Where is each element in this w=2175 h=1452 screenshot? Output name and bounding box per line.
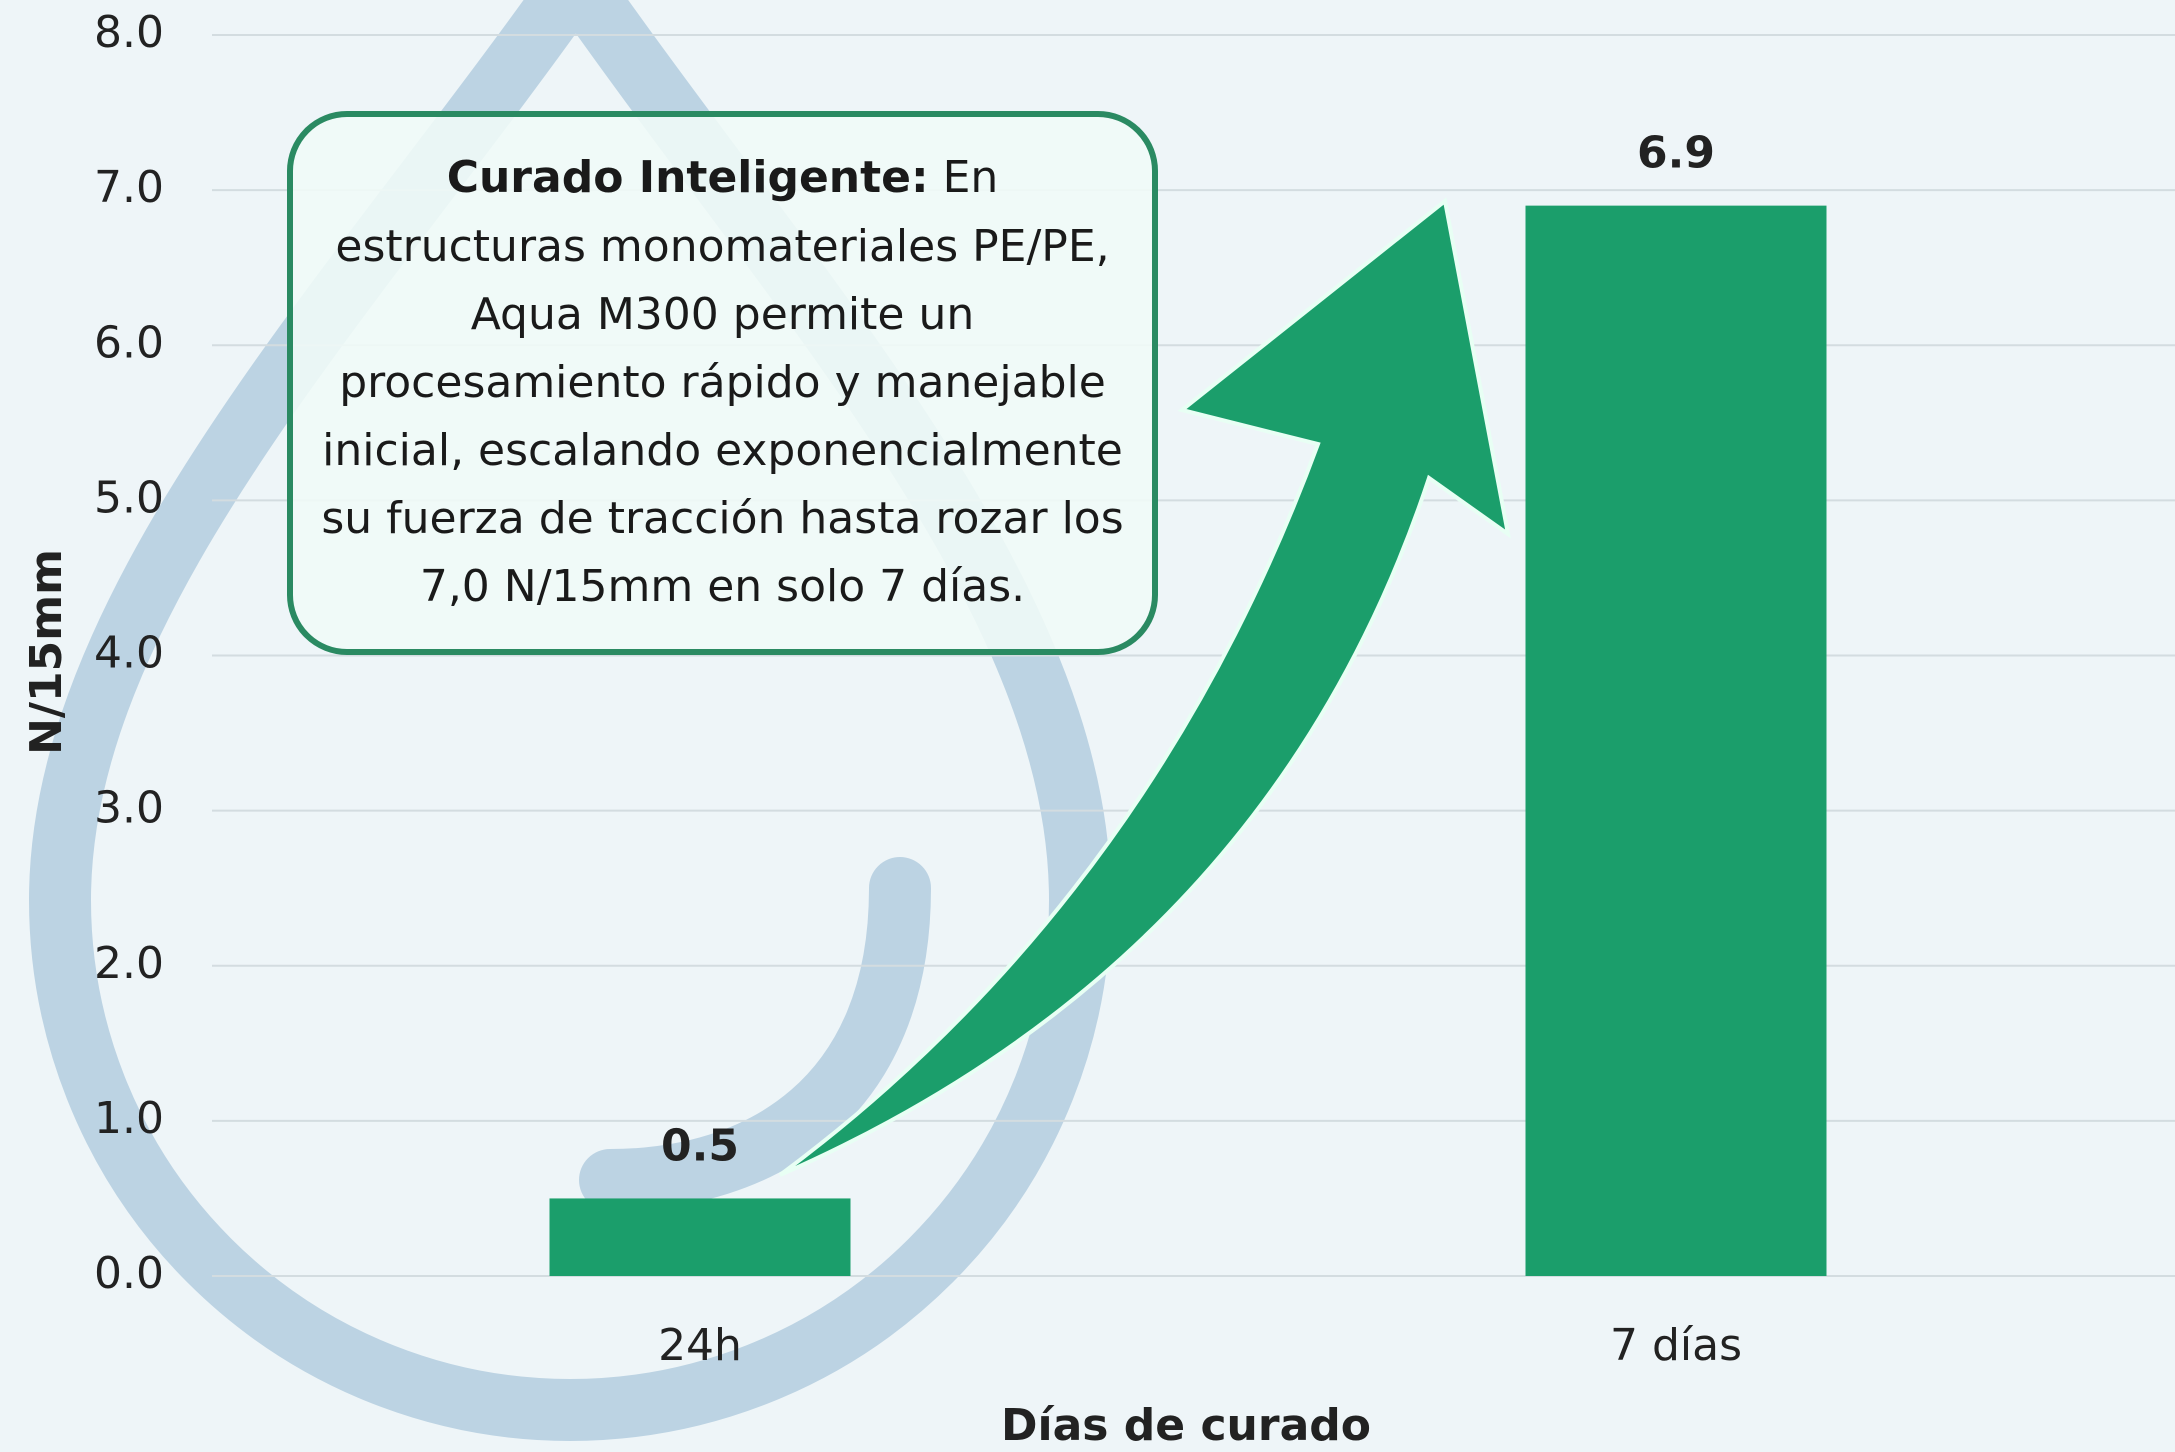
y-tick-label: 1.0 [94,1093,164,1144]
x-tick-label: 7 días [1610,1320,1742,1371]
annotation: Curado Inteligente: En estructuras monom… [287,111,1158,655]
y-tick-label: 6.0 [94,317,164,368]
y-tick-label: 5.0 [94,472,164,523]
y-tick-label: 0.0 [94,1248,164,1299]
annotation-heading: Curado Inteligente: [447,152,929,203]
y-tick-label: 8.0 [94,7,164,58]
value-label: 0.5 [661,1120,739,1171]
y-axis-label: N/15mm [21,549,72,755]
annotation-body: Curado Inteligente: En estructuras monom… [319,144,1126,621]
y-tick-label: 3.0 [94,783,164,834]
y-tick-label: 2.0 [94,938,164,989]
y-tick-label: 4.0 [94,628,164,679]
value-label: 6.9 [1637,128,1715,179]
y-tick-label: 7.0 [94,162,164,213]
page: 0.0 1.0 2.0 3.0 4.0 5.0 6.0 7.0 8.0 24h 0.5 7 días… [0,0,2175,1452]
x-axis-label: Días de curado [1001,1400,1371,1451]
annotation-text: En estructuras monomateriales PE/PE, Aqu… [321,152,1123,612]
x-tick-label: 24h [658,1320,742,1371]
bar [550,1198,851,1276]
bar [1526,206,1827,1276]
